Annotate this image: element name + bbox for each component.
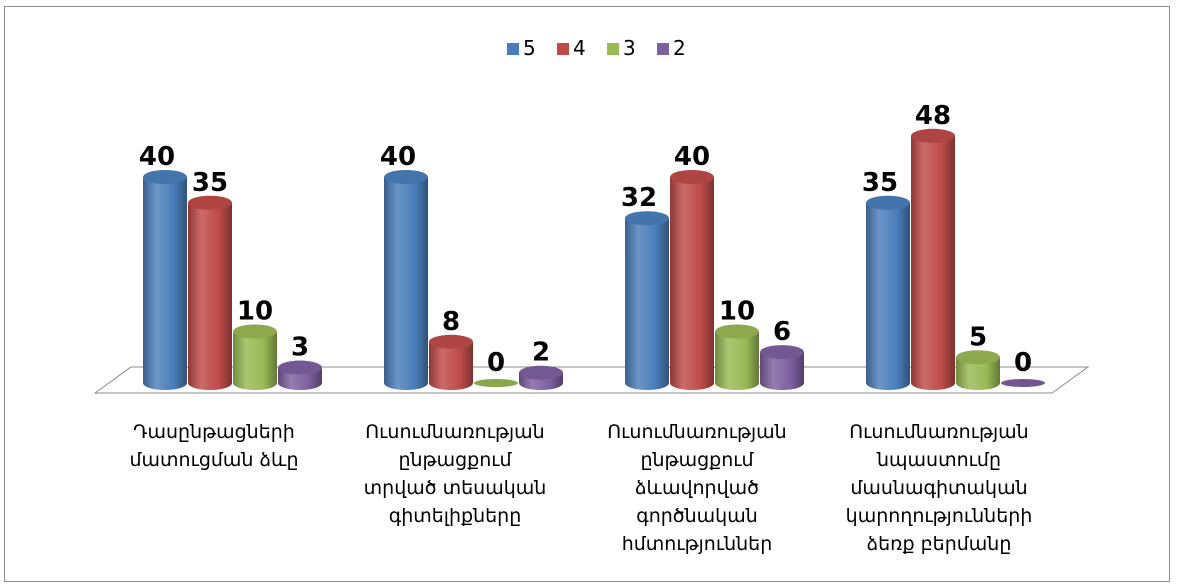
bar-2-4 bbox=[1001, 379, 1045, 387]
bar-4-2 bbox=[429, 334, 473, 390]
bar-5-2 bbox=[384, 170, 428, 390]
category-label-3: Ուսումնառության ընթացքում ձևավորված գործնակ… bbox=[607, 421, 786, 555]
data-label-4-1: 35 bbox=[192, 168, 228, 198]
bar-3-4 bbox=[956, 350, 1000, 390]
data-label-3-4: 5 bbox=[969, 322, 987, 352]
bar-4-4 bbox=[911, 128, 955, 390]
bar-5-4 bbox=[866, 195, 910, 390]
legend-label-4: 4 bbox=[573, 36, 586, 60]
category-label-4: Ուսումնառության նպաստումը մասնագիտական կարո… bbox=[846, 421, 1033, 555]
data-label-4-3: 40 bbox=[674, 142, 710, 172]
legend-label-2: 2 bbox=[673, 36, 686, 60]
data-label-4-2: 8 bbox=[442, 307, 460, 337]
legend-item-2: 2 bbox=[657, 36, 686, 60]
bar-3-3 bbox=[715, 324, 759, 390]
bar-5-3 bbox=[625, 211, 669, 390]
legend-swatch-2 bbox=[657, 43, 669, 55]
data-label-3-2: 0 bbox=[487, 348, 505, 378]
data-label-5-2: 40 bbox=[380, 142, 416, 172]
legend-item-3: 3 bbox=[607, 36, 636, 60]
category-label-2: Ուսումնառության ընթացքում տրված տեսական գիտ… bbox=[364, 421, 547, 527]
legend-swatch-3 bbox=[607, 43, 619, 55]
bar-2-2 bbox=[519, 365, 563, 390]
bar-5-1 bbox=[143, 170, 187, 390]
legend-label-5: 5 bbox=[523, 36, 536, 60]
data-label-2-4: 0 bbox=[1014, 348, 1032, 378]
legend-item-5: 5 bbox=[507, 36, 536, 60]
data-label-2-2: 2 bbox=[532, 338, 550, 368]
legend-swatch-5 bbox=[507, 43, 519, 55]
bar-2-3 bbox=[760, 345, 804, 390]
data-label-4-4: 48 bbox=[915, 101, 951, 131]
chart-frame bbox=[4, 6, 1170, 582]
chart-floor bbox=[93, 366, 1090, 394]
data-label-5-4: 35 bbox=[862, 168, 898, 198]
data-label-3-3: 10 bbox=[719, 297, 755, 327]
category-label-1: Դասընթացների մատուցման ձևը bbox=[129, 421, 298, 471]
data-label-2-3: 6 bbox=[773, 317, 791, 347]
bar-4-3 bbox=[670, 170, 714, 390]
bar-2-1 bbox=[278, 360, 322, 390]
legend-swatch-4 bbox=[557, 43, 569, 55]
data-label-3-1: 10 bbox=[237, 297, 273, 327]
legend-label-3: 3 bbox=[623, 36, 636, 60]
data-label-2-1: 3 bbox=[291, 333, 309, 363]
data-label-5-3: 32 bbox=[621, 183, 657, 213]
bar-4-1 bbox=[188, 195, 232, 390]
bar-3-1 bbox=[233, 324, 277, 390]
data-label-5-1: 40 bbox=[139, 142, 175, 172]
bar-3-2 bbox=[474, 379, 518, 387]
legend-item-4: 4 bbox=[557, 36, 586, 60]
